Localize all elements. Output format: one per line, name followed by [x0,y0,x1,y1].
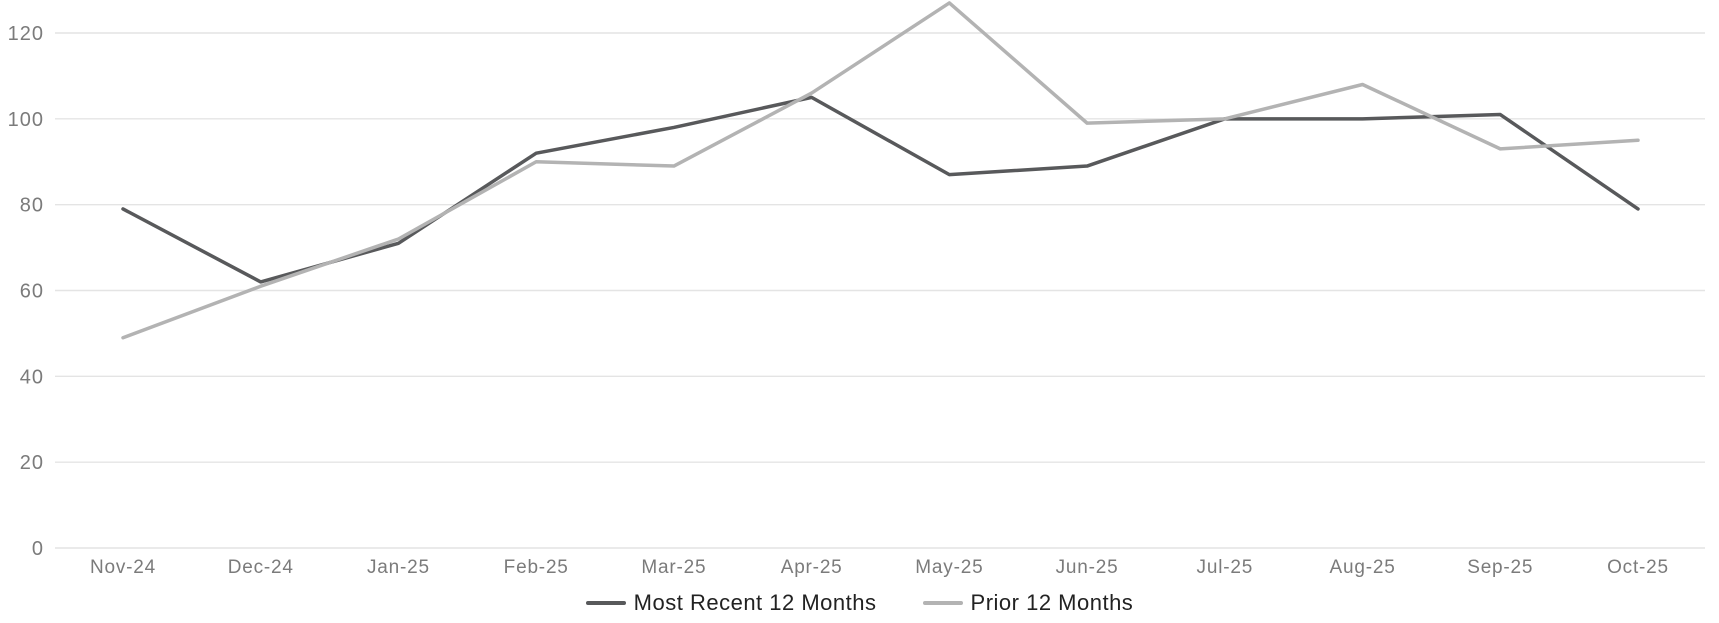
y-axis-tick-label: 0 [32,538,44,560]
y-axis-tick-label: 120 [8,23,44,45]
x-axis-tick-label: Jul-25 [1197,557,1254,578]
y-axis-tick-label: 100 [8,109,44,131]
legend-label-most-recent: Most Recent 12 Months [633,590,877,615]
x-axis-tick-label: Mar-25 [641,557,706,578]
y-axis-tick-label: 20 [20,452,44,474]
x-axis-tick-label: Apr-25 [781,557,843,578]
legend-item-most-recent-12-months[interactable]: Most Recent 12 Months [585,590,877,616]
y-axis-tick-label: 80 [20,195,44,217]
x-axis-tick-label: Oct-25 [1607,557,1669,578]
y-axis-tick-label: 40 [20,366,44,388]
x-axis-tick-label: Sep-25 [1467,557,1533,578]
x-axis-tick-label: Dec-24 [228,557,294,578]
chart-legend: Most Recent 12 Months Prior 12 Months [0,586,1719,620]
x-axis-tick-label: Jun-25 [1056,557,1119,578]
x-axis-tick-label: Feb-25 [504,557,569,578]
legend-item-prior-12-months[interactable]: Prior 12 Months [922,590,1134,616]
legend-line-swatch-most-recent [585,600,626,606]
series-line-most-recent-12-months [121,95,1640,284]
y-axis-tick-label: 60 [20,281,44,303]
series-line-prior-12-months [121,1,1640,340]
x-axis-tick-label: Nov-24 [90,557,156,578]
legend-line-swatch-prior [922,600,963,606]
x-axis-tick-label: Aug-25 [1330,557,1396,578]
legend-label-prior: Prior 12 Months [970,590,1134,615]
x-axis-tick-label: Jan-25 [367,557,430,578]
x-axis-tick-label: May-25 [915,557,983,578]
